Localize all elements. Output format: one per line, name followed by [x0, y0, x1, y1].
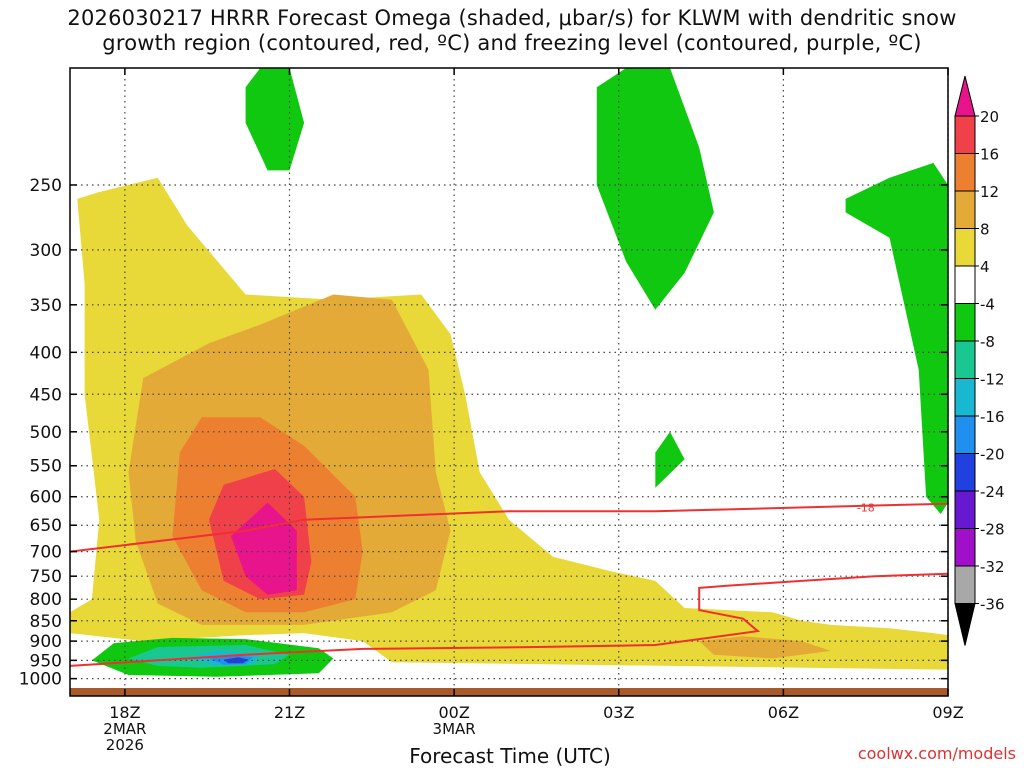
x-tick-label-09Z-line1: 09Z: [932, 703, 963, 722]
colorbar: 20 16 12 8 4 -4 -8 -12 -16 -20 -24 -28 -32 -36: [954, 75, 1005, 646]
contour-line-0: [69, 502, 949, 553]
x-tick-label-18Z-line3: 2026: [106, 736, 144, 754]
colorbar-bin-11: [954, 490, 976, 529]
contour-line-1: [69, 572, 949, 667]
x-tick-label-00Z-line1: 00Z: [438, 703, 469, 722]
colorbar-label-7: -12: [980, 371, 1005, 389]
colorbar-label-2: 12: [980, 183, 999, 201]
omega-region-8: [245, 68, 305, 171]
colorbar-bin-1: [954, 115, 976, 154]
colorbar-bin-2: [954, 153, 976, 192]
colorbar-bin-8: [954, 378, 976, 417]
contours: -18: [69, 502, 949, 667]
y-tick-label-750: 750: [30, 567, 62, 587]
omega-region-10: [845, 162, 948, 515]
x-axis-label: Forecast Time (UTC): [409, 744, 611, 768]
colorbar-label-6: -8: [980, 333, 995, 351]
chart-title: 2026030217 HRRR Forecast Omega (shaded, …: [0, 6, 1024, 56]
colorbar-bin-4: [954, 228, 976, 267]
colorbar-label-11: -28: [980, 521, 1005, 539]
x-tick-label-06Z-line1: 06Z: [768, 703, 799, 722]
colorbar-bin-3: [954, 190, 976, 229]
omega-region-5: [699, 636, 831, 659]
colorbar-bin-6: [954, 303, 976, 342]
x-tick-label-21Z-line1: 21Z: [274, 703, 305, 722]
surface-bar: [70, 688, 948, 696]
y-axis: 2503003504004505005506006507007508008509…: [19, 176, 948, 690]
y-tick-label-650: 650: [30, 516, 62, 536]
colorbar-bin-14: [954, 603, 976, 646]
colorbar-bin-0: [954, 75, 976, 117]
colorbar-label-12: -32: [980, 558, 1005, 576]
omega-region-11: [655, 431, 685, 488]
y-tick-label-550: 550: [30, 457, 62, 477]
y-tick-label-450: 450: [30, 385, 62, 405]
y-tick-label-250: 250: [30, 176, 62, 196]
x-tick-label-18Z-line1: 18Z: [109, 703, 140, 722]
y-tick-label-850: 850: [30, 612, 62, 632]
contour-label-0: -18: [857, 502, 875, 515]
colorbar-label-3: 8: [980, 221, 990, 239]
colorbar-label-9: -20: [980, 446, 1005, 464]
colorbar-bin-5: [954, 265, 976, 304]
colorbar-label-0: 20: [980, 108, 999, 126]
colorbar-bin-9: [954, 415, 976, 454]
colorbar-bin-7: [954, 340, 976, 379]
y-tick-label-300: 300: [30, 241, 62, 261]
chart-title-line2: growth region (contoured, red, ºC) and f…: [102, 31, 922, 55]
y-tick-label-500: 500: [30, 423, 62, 443]
y-tick-label-1000: 1000: [19, 670, 62, 690]
y-tick-label-600: 600: [30, 488, 62, 508]
y-tick-label-350: 350: [30, 296, 62, 316]
y-tick-label-900: 900: [30, 632, 62, 652]
colorbar-bin-10: [954, 453, 976, 492]
x-tick-label-18Z-line2: 2MAR: [103, 720, 146, 738]
plot-frame: [69, 67, 949, 697]
y-tick-label-950: 950: [30, 651, 62, 671]
colorbar-label-1: 16: [980, 146, 999, 164]
colorbar-label-13: -36: [980, 596, 1005, 614]
colorbar-label-10: -24: [980, 483, 1005, 501]
colorbar-label-5: -4: [980, 296, 995, 314]
x-tick-label-00Z-line2: 3MAR: [433, 720, 476, 738]
grid: [70, 68, 949, 696]
colorbar-bin-13: [954, 565, 976, 604]
colorbar-label-8: -16: [980, 408, 1005, 426]
credit-link[interactable]: coolwx.com/models: [857, 744, 1016, 763]
y-tick-label-800: 800: [30, 590, 62, 610]
y-tick-label-400: 400: [30, 343, 62, 363]
colorbar-bin-12: [954, 528, 976, 567]
y-tick-label-700: 700: [30, 543, 62, 563]
chart-title-line1: 2026030217 HRRR Forecast Omega (shaded, …: [67, 6, 957, 30]
colorbar-label-4: 4: [980, 258, 990, 276]
x-tick-label-03Z-line1: 03Z: [603, 703, 634, 722]
